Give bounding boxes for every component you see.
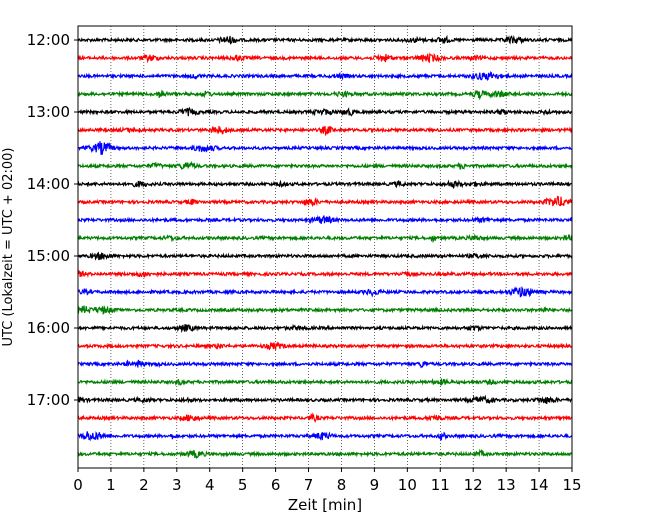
trace-line (77, 89, 573, 101)
x-tick-label: 2 (139, 476, 149, 494)
trace-line (77, 160, 573, 171)
trace-line (77, 195, 573, 208)
trace-line (77, 141, 573, 155)
trace-line (77, 359, 573, 369)
y-tick-label: 17:00 (27, 391, 70, 409)
x-axis-label: Zeit [min] (288, 496, 362, 514)
x-tick-label: 5 (238, 476, 248, 494)
y-tick-label: 15:00 (27, 247, 70, 265)
trace-line (77, 285, 573, 298)
x-tick-label: 0 (73, 476, 83, 494)
y-tick-label: 13:00 (27, 103, 70, 121)
trace-line (77, 214, 573, 225)
trace-line (77, 394, 573, 405)
trace-line (77, 412, 573, 423)
x-tick-label: 3 (172, 476, 182, 494)
x-tick-label: 10 (398, 476, 417, 494)
trace-line (77, 448, 573, 460)
trace-line (77, 233, 573, 244)
trace-line (77, 52, 573, 64)
trace-line (77, 34, 573, 45)
x-tick-label: 15 (562, 476, 581, 494)
plot-frame (77, 25, 573, 469)
y-tick-label: 16:00 (27, 319, 70, 337)
y-tick-label: 12:00 (27, 31, 70, 49)
trace-line (77, 269, 573, 279)
x-tick-label: 7 (304, 476, 314, 494)
x-tick-label: 8 (337, 476, 347, 494)
traces (77, 34, 573, 460)
trace-line (77, 251, 573, 261)
y-axis: 12:00 13:00 14:00 15:00 16:00 17:00 (27, 31, 78, 409)
trace-line (77, 341, 573, 351)
x-tick-label: 9 (370, 476, 380, 494)
y-tick-label: 14:00 (27, 175, 70, 193)
trace-line (77, 71, 573, 81)
x-tick-label: 4 (205, 476, 215, 494)
x-tick-label: 6 (271, 476, 281, 494)
trace-line (77, 431, 573, 442)
x-axis: 0 1 2 3 4 5 6 7 8 9 10 11 12 13 14 15 (73, 468, 582, 494)
trace-line (77, 305, 573, 315)
trace-line (77, 377, 573, 386)
x-tick-label: 1 (106, 476, 116, 494)
x-tick-label: 11 (431, 476, 450, 494)
trace-line (77, 125, 573, 137)
y-axis-label: UTC (Lokalzeit = UTC + 02:00) (1, 148, 16, 347)
x-tick-label: 12 (464, 476, 483, 494)
trace-line (77, 179, 573, 190)
x-tick-label: 13 (497, 476, 516, 494)
trace-line (77, 106, 573, 117)
x-tick-label: 14 (530, 476, 549, 494)
trace-line (77, 323, 573, 334)
